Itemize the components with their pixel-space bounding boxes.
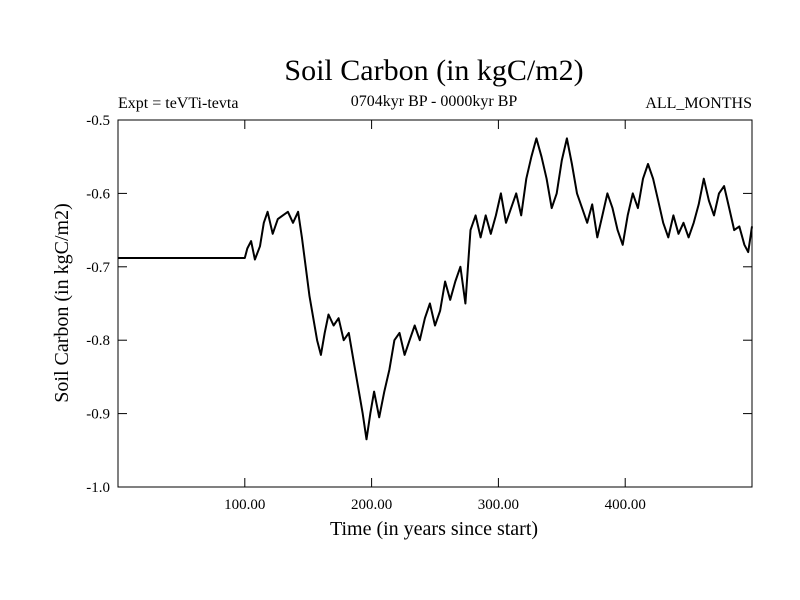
y-tick-label: -0.6: [86, 186, 110, 202]
y-tick-label: -1.0: [86, 480, 110, 496]
period-label: 0704kyr BP - 0000kyr BP: [351, 93, 518, 110]
chart-title: Soil Carbon (in kgC/m2): [284, 54, 583, 87]
y-axis-label: Soil Carbon (in kgC/m2): [51, 203, 73, 402]
x-tick-label: 400.00: [605, 497, 646, 513]
y-axis-ticks: -0.5 -0.6 -0.7 -0.8 -0.9 -1.0: [86, 113, 752, 496]
x-axis-label: Time (in years since start): [330, 518, 538, 540]
months-label: ALL_MONTHS: [645, 95, 752, 112]
y-tick-label: -0.5: [86, 113, 110, 129]
x-tick-label: 200.00: [351, 497, 392, 513]
x-tick-label: 300.00: [478, 497, 519, 513]
y-tick-label: -0.7: [86, 260, 110, 276]
x-tick-label: 100.00: [224, 497, 265, 513]
experiment-label: Expt = teVTi-tevta: [118, 95, 238, 112]
x-axis-ticks: 100.00 200.00 300.00 400.00: [224, 120, 646, 513]
plot-frame: [117, 119, 753, 488]
y-tick-label: -0.9: [86, 407, 110, 423]
y-tick-label: -0.8: [86, 333, 110, 349]
series-line: [118, 137, 753, 441]
